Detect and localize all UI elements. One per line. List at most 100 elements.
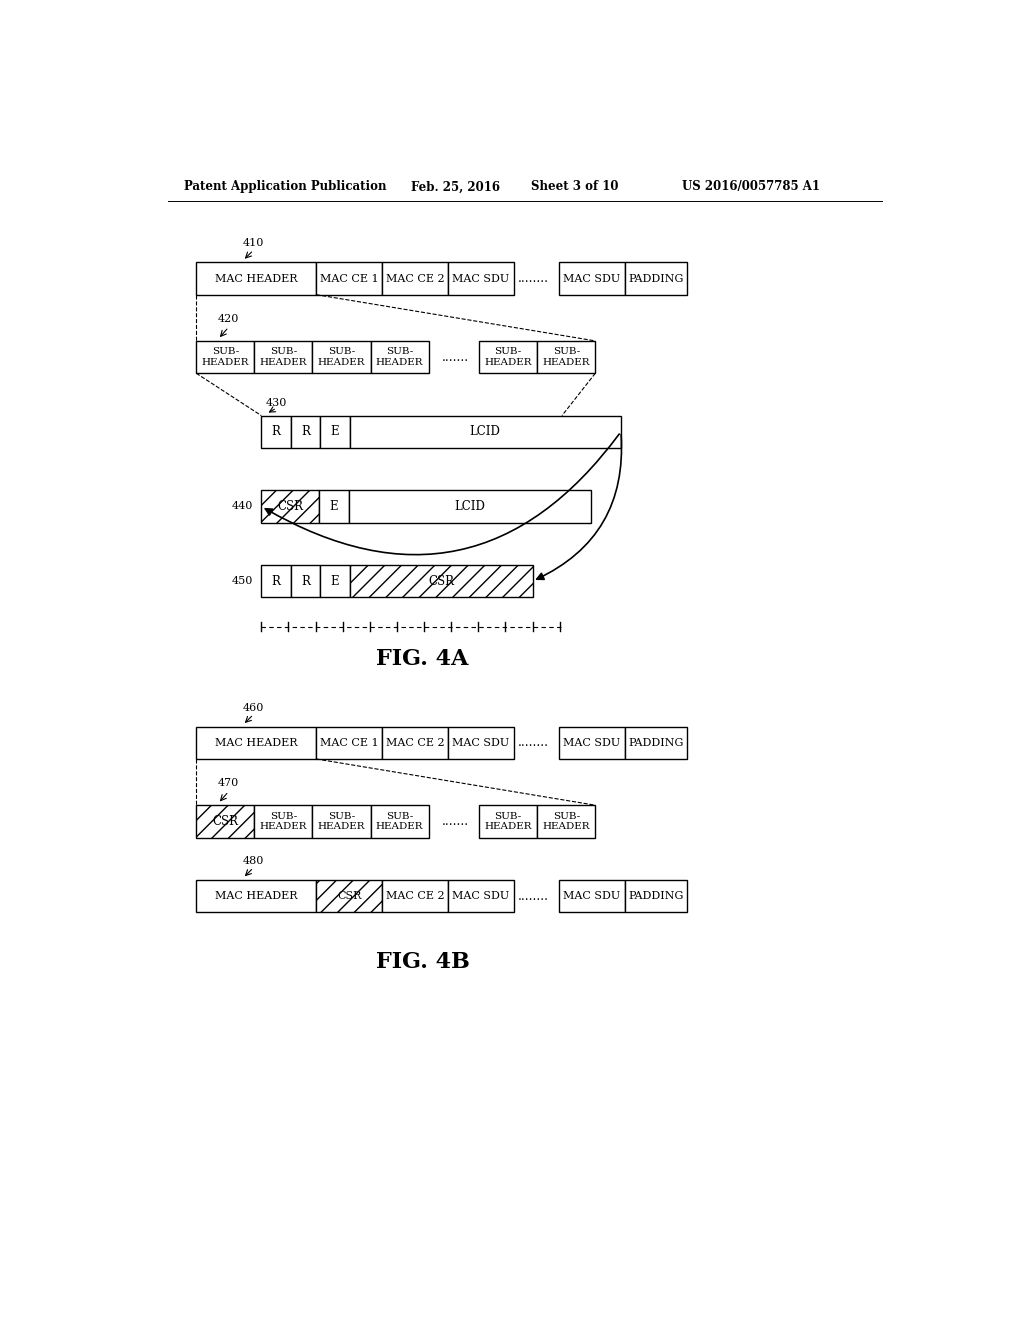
Text: LCID: LCID [470,425,501,438]
Text: SUB-
HEADER: SUB- HEADER [202,347,249,367]
Text: MAC SDU: MAC SDU [453,891,510,902]
Bar [321,565,349,598]
Bar [382,263,449,294]
Text: MAC CE 2: MAC CE 2 [386,891,444,902]
Bar [254,805,312,838]
Bar [625,880,687,912]
Text: 410: 410 [243,239,264,248]
Bar [479,341,538,374]
Text: 460: 460 [243,702,264,713]
Text: FIG. 4B: FIG. 4B [376,952,469,973]
Bar [625,263,687,294]
Text: MAC SDU: MAC SDU [563,273,621,284]
Text: FIG. 4A: FIG. 4A [376,648,469,671]
Text: SUB-
HEADER: SUB- HEADER [484,812,531,832]
Text: CSR: CSR [278,500,303,513]
Text: MAC SDU: MAC SDU [453,738,510,748]
Text: MAC CE 2: MAC CE 2 [386,273,444,284]
Text: E: E [331,574,339,587]
Bar [197,805,254,838]
Text: E: E [331,425,339,438]
FancyArrowPatch shape [537,434,622,579]
Bar [316,726,382,759]
Bar [261,416,291,447]
Bar [316,263,382,294]
Bar [625,726,687,759]
Text: ........: ........ [518,272,549,285]
Text: MAC CE 2: MAC CE 2 [386,738,444,748]
Bar [449,263,514,294]
Bar [291,416,321,447]
Text: 450: 450 [232,576,254,586]
Bar [321,416,349,447]
Bar [559,263,625,294]
Text: SUB-
HEADER: SUB- HEADER [543,812,590,832]
Text: PADDING: PADDING [628,891,683,902]
Text: SUB-
HEADER: SUB- HEADER [484,347,531,367]
Text: PADDING: PADDING [628,273,683,284]
Text: SUB-
HEADER: SUB- HEADER [317,347,366,367]
Bar [197,263,316,294]
Text: CSR: CSR [337,891,361,902]
Text: MAC CE 1: MAC CE 1 [319,273,379,284]
Text: .......: ....... [442,351,469,363]
Bar [261,565,291,598]
Text: Sheet 3 of 10: Sheet 3 of 10 [531,181,618,194]
Text: PADDING: PADDING [628,738,683,748]
Bar [479,805,538,838]
FancyArrowPatch shape [265,434,620,554]
Text: Patent Application Publication: Patent Application Publication [183,181,386,194]
Text: 470: 470 [218,779,240,788]
Bar [349,565,532,598]
Text: MAC SDU: MAC SDU [453,273,510,284]
Text: E: E [330,500,339,513]
Bar [449,880,514,912]
Bar [371,341,429,374]
Bar [197,341,254,374]
Bar [349,416,621,447]
Text: CSR: CSR [428,574,454,587]
Text: SUB-
HEADER: SUB- HEADER [543,347,590,367]
Text: ........: ........ [518,890,549,903]
Bar [382,880,449,912]
Text: SUB-
HEADER: SUB- HEADER [260,347,307,367]
Bar [559,726,625,759]
Text: SUB-
HEADER: SUB- HEADER [376,347,423,367]
Text: MAC HEADER: MAC HEADER [215,891,298,902]
Bar [349,490,592,523]
Text: R: R [301,574,310,587]
Text: R: R [271,425,281,438]
Text: 480: 480 [243,857,264,866]
Text: MAC SDU: MAC SDU [563,891,621,902]
Text: SUB-
HEADER: SUB- HEADER [317,812,366,832]
Text: LCID: LCID [455,500,485,513]
Bar [449,726,514,759]
Text: ........: ........ [518,737,549,750]
Text: US 2016/0057785 A1: US 2016/0057785 A1 [682,181,820,194]
Bar [312,341,371,374]
Text: R: R [271,574,281,587]
Bar [382,726,449,759]
Text: R: R [301,425,310,438]
Text: SUB-
HEADER: SUB- HEADER [260,812,307,832]
Bar [319,490,349,523]
Bar [538,805,595,838]
Bar [291,565,321,598]
Bar [254,341,312,374]
Bar [261,490,319,523]
Text: MAC CE 1: MAC CE 1 [319,738,379,748]
Bar [371,805,429,838]
Text: MAC SDU: MAC SDU [563,738,621,748]
Text: 440: 440 [232,502,254,511]
Text: 420: 420 [218,314,240,323]
Bar [538,341,595,374]
Bar [559,880,625,912]
Text: MAC HEADER: MAC HEADER [215,273,298,284]
Bar [197,880,316,912]
Text: Feb. 25, 2016: Feb. 25, 2016 [411,181,500,194]
Text: CSR: CSR [212,814,239,828]
Text: MAC HEADER: MAC HEADER [215,738,298,748]
Bar [312,805,371,838]
Text: SUB-
HEADER: SUB- HEADER [376,812,423,832]
Text: .......: ....... [442,814,469,828]
